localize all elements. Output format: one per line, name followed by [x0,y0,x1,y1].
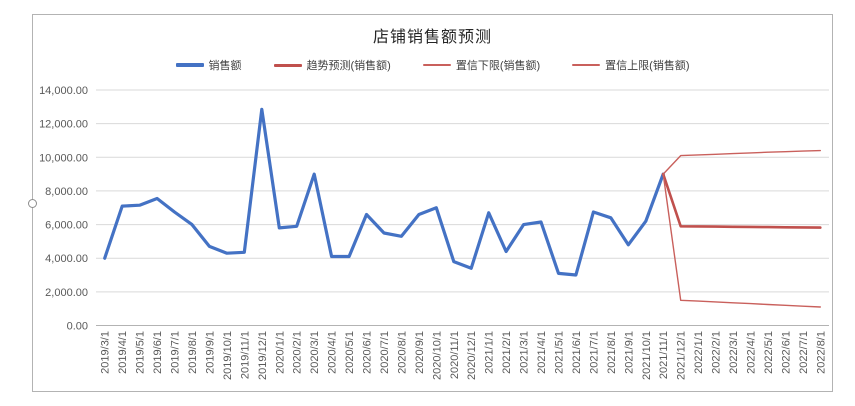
legend-label-confidence-upper: 置信上限(销售额) [605,60,690,72]
x-axis-tick-label: 2022/3/1 [728,331,740,374]
legend-item-confidence-upper: 置信上限(销售额) [572,57,689,73]
x-axis-tick-label: 2021/2/1 [501,331,513,374]
x-axis-tick-label: 2019/6/1 [152,331,164,374]
legend-item-confidence-lower: 置信下限(销售额) [422,57,541,73]
x-axis-tick-label: 2020/11/1 [449,331,461,379]
x-axis-tick-label: 2021/3/1 [519,331,531,374]
y-axis-tick-label: 6,000.00 [45,220,88,232]
x-axis-tick-label: 2019/8/1 [187,331,199,374]
y-axis-tick-label: 12,000.00 [39,119,88,131]
chart-title: 店铺销售额预测 [372,29,492,46]
trend-forecast-line-swatch-icon [273,63,302,67]
x-axis-tick-label: 2020/4/1 [327,331,339,374]
x-axis-tick-label: 2020/2/1 [292,331,304,374]
x-axis-tick-label: 2022/5/1 [763,331,775,374]
legend-label-confidence-lower: 置信下限(销售额) [455,60,541,72]
x-axis-tick-label: 2019/4/1 [117,331,129,374]
x-axis-tick-label: 2019/12/1 [257,331,269,380]
x-axis-tick-label: 2021/8/1 [606,331,618,374]
x-axis-tick-label: 2019/9/1 [204,331,216,374]
legend-label-sales: 销售额 [208,60,242,72]
x-axis-tick-label: 2019/10/1 [222,331,234,380]
x-axis-tick-label: 2020/6/1 [362,331,374,374]
x-axis-tick-label: 2022/4/1 [745,331,757,374]
y-axis-tick-label: 10,000.00 [39,152,88,164]
x-axis-tick-label: 2019/7/1 [170,331,182,374]
chart-selection-handle[interactable] [28,199,37,208]
sales-line-swatch-icon [175,63,204,67]
x-axis-tick-label: 2022/8/1 [815,331,827,374]
y-axis-tick-label: 0.00 [67,321,88,333]
legend-item-trend-forecast: 趋势预测(销售额) [273,57,391,73]
x-axis-tick-label: 2021/10/1 [641,331,653,380]
sales-line [103,107,665,277]
x-axis-tick-label: 2021/4/1 [536,331,548,374]
legend-label-trend-forecast: 趋势预测(销售额) [306,60,391,72]
y-axis-tick-label: 2,000.00 [45,287,88,299]
x-axis-tick-label: 2020/10/1 [431,331,443,380]
x-axis-tick-label: 2019/11/1 [239,331,251,379]
x-axis-tick-label: 2021/5/1 [553,331,565,374]
x-axis-tick-label: 2021/7/1 [588,331,600,374]
x-axis-tick-label: 2020/9/1 [414,331,426,374]
x-axis-tick-label: 2019/5/1 [135,331,147,374]
legend: 销售额 趋势预测(销售额) 置信下限(销售额) 置信上限(销售额) [33,57,832,73]
confidence-lower-line-swatch-icon [422,64,451,66]
x-axis-tick-label: 2021/6/1 [571,331,583,374]
x-axis-tick-label: 2022/7/1 [798,331,810,374]
confidence-lower-line [662,173,821,308]
x-axis-tick-label: 2021/1/1 [484,331,496,374]
x-axis-tick-label: 2020/12/1 [466,331,478,380]
x-axis-tick-label: 2022/1/1 [693,331,705,374]
legend-item-sales: 销售额 [175,57,242,73]
y-axis-tick-label: 14,000.00 [39,85,88,97]
trend-forecast-line [661,172,822,229]
x-axis-tick-label: 2020/3/1 [309,331,321,374]
x-axis-tick-label: 2021/9/1 [623,331,635,374]
x-axis-tick-label: 2020/1/1 [274,331,286,374]
confidence-upper-line-swatch-icon [572,64,601,66]
y-axis-tick-label: 8,000.00 [45,186,88,198]
y-axis-tick-label: 4,000.00 [45,253,88,265]
x-axis-tick-label: 2020/8/1 [396,331,408,374]
x-axis-tick-label: 2020/7/1 [379,331,391,374]
x-axis-tick-label: 2022/6/1 [780,331,792,374]
x-axis-tick-label: 2021/12/1 [676,331,688,380]
x-axis-tick-label: 2022/2/1 [711,331,723,374]
confidence-upper-line [662,149,821,175]
x-axis-tick-label: 2021/11/1 [658,331,670,379]
x-axis-tick-label: 2020/5/1 [344,331,356,374]
x-axis-tick-label: 2019/3/1 [100,331,112,374]
